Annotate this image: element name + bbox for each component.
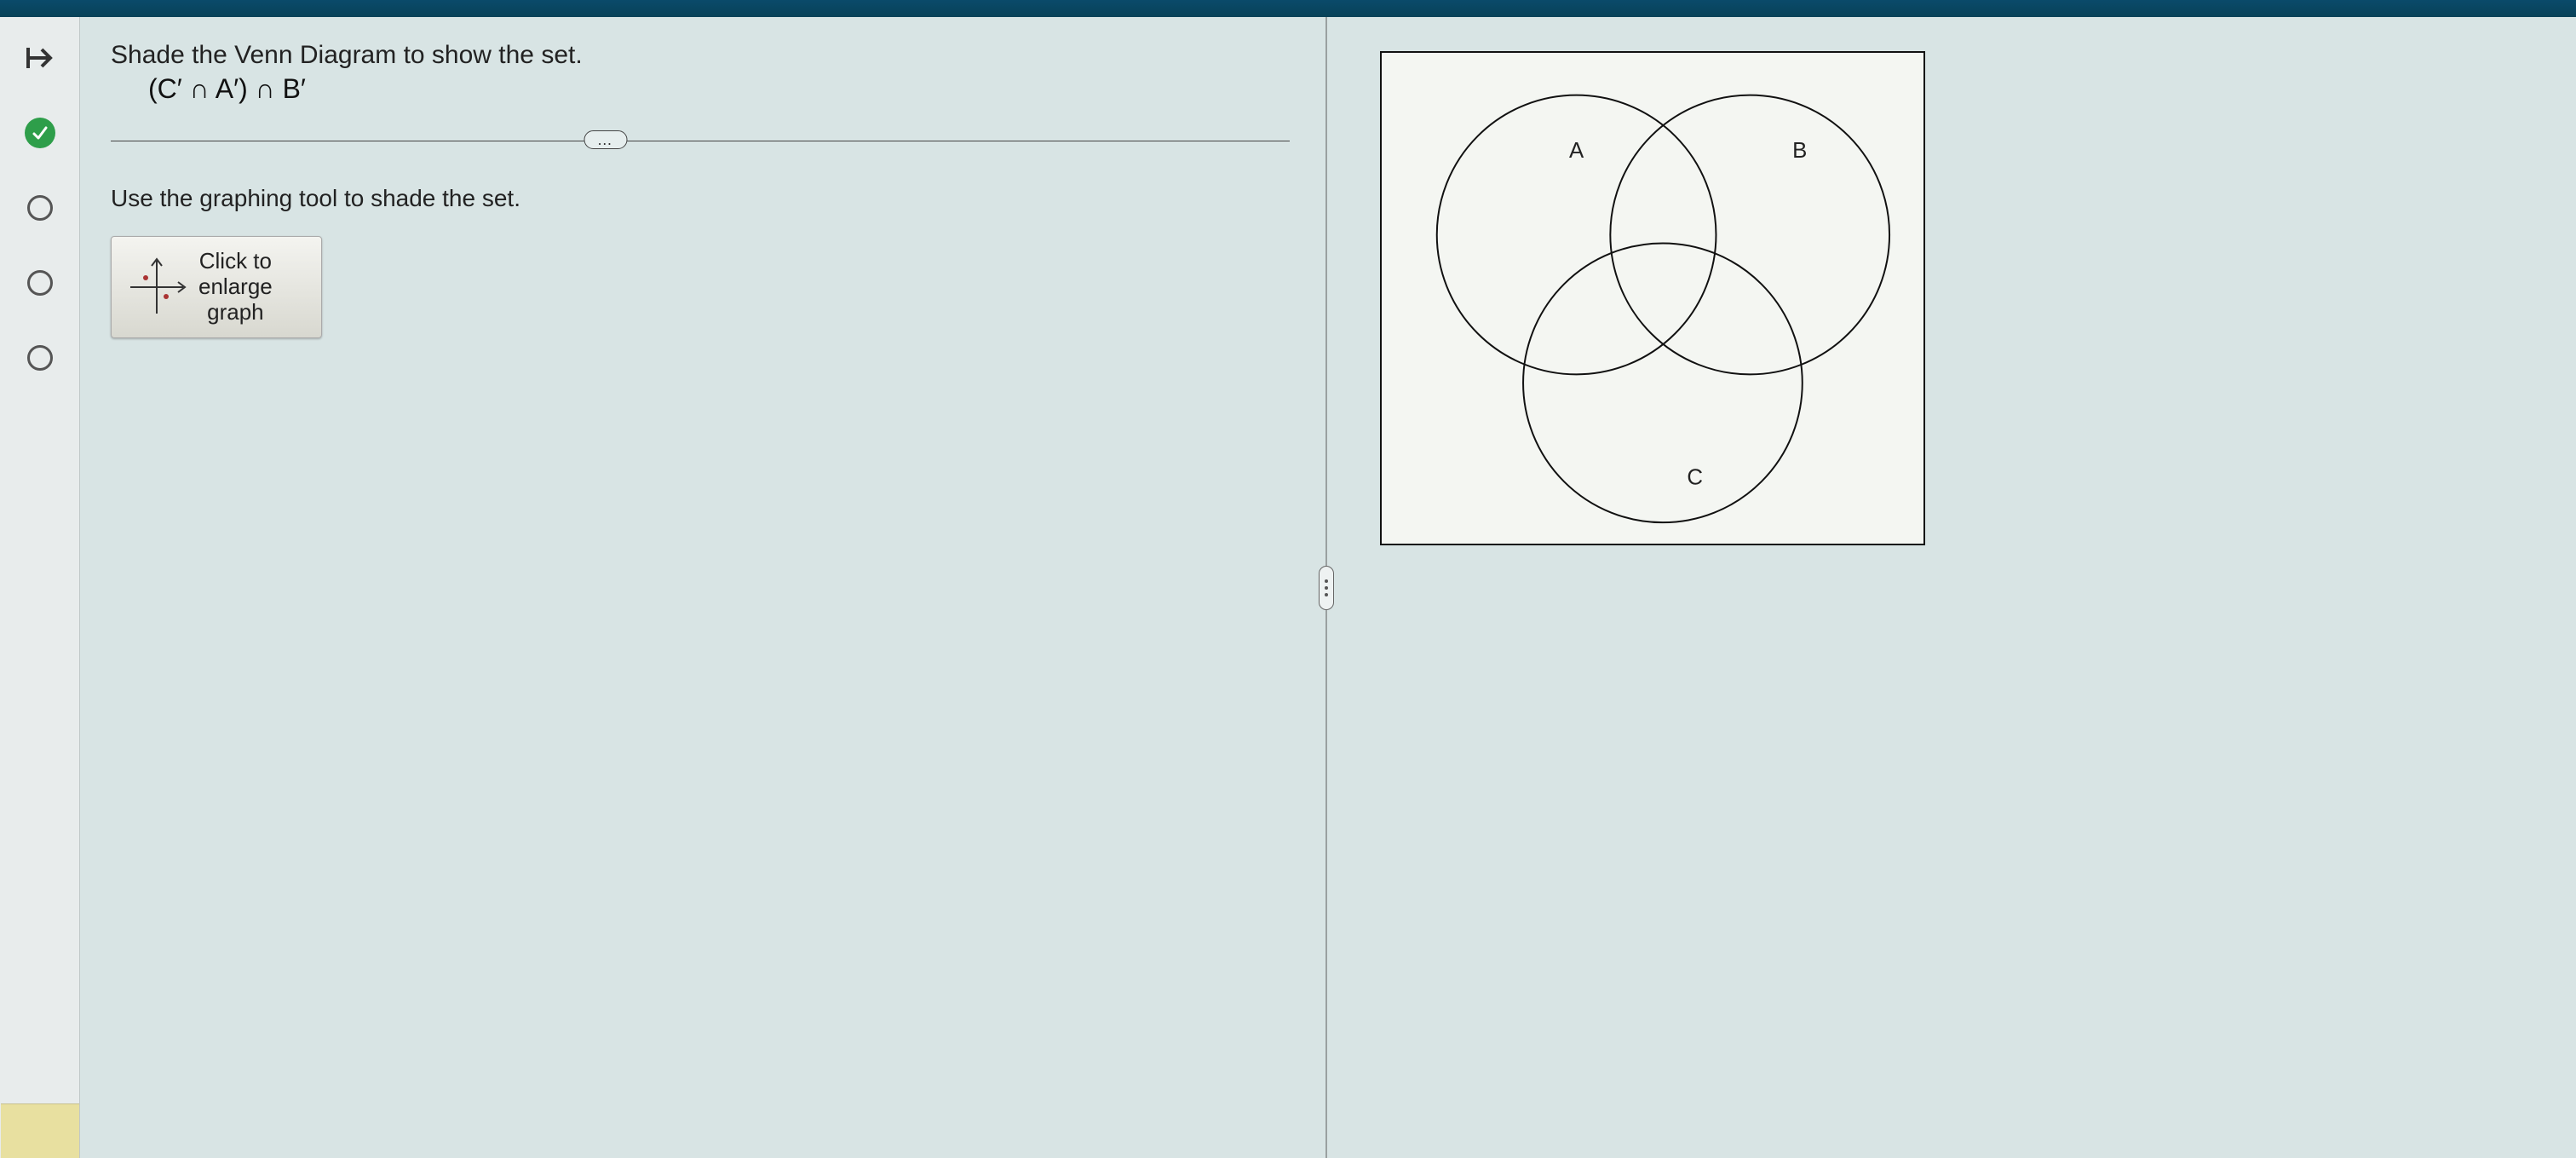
question-sidebar (0, 17, 80, 1158)
enlarge-graph-button[interactable]: Click to enlarge graph (111, 236, 322, 338)
question-radio-1[interactable] (23, 191, 57, 225)
venn-circle-a[interactable] (1437, 95, 1716, 375)
question-status-correct[interactable] (23, 116, 57, 150)
check-icon (25, 118, 55, 148)
question-expression: (C′ ∩ A′) ∩ B′ (148, 73, 1290, 105)
pane-splitter[interactable] (1320, 17, 1332, 1158)
venn-circle-c[interactable] (1523, 243, 1803, 522)
radio-empty-icon (27, 270, 53, 296)
splitter-handle-icon (1319, 566, 1334, 610)
radio-empty-icon (27, 345, 53, 371)
divider-more-button[interactable]: … (584, 130, 628, 149)
enlarge-graph-label: Click to enlarge graph (198, 249, 273, 326)
radio-empty-icon (27, 195, 53, 221)
nav-forward-button[interactable] (23, 41, 57, 75)
venn-label-a: A (1569, 139, 1584, 163)
content-area: Shade the Venn Diagram to show the set. … (80, 17, 2576, 1158)
axes-thumb-icon (124, 254, 190, 320)
enlarge-label-line3: graph (198, 300, 273, 326)
window-top-bar (0, 0, 2576, 17)
venn-circle-b[interactable] (1610, 95, 1889, 375)
arrow-right-icon (23, 41, 57, 75)
enlarge-label-line2: enlarge (198, 274, 273, 300)
question-pane: Shade the Venn Diagram to show the set. … (80, 17, 1320, 1158)
question-instruction: Use the graphing tool to shade the set. (111, 185, 1290, 212)
question-radio-3[interactable] (23, 341, 57, 375)
venn-label-c: C (1687, 465, 1703, 489)
enlarge-label-line1: Click to (198, 249, 273, 274)
question-prompt: Shade the Venn Diagram to show the set. (111, 41, 1290, 70)
venn-label-b: B (1792, 139, 1807, 163)
sidebar-highlight-tab[interactable] (1, 1103, 79, 1158)
section-divider: … (111, 130, 1290, 151)
main-area: Shade the Venn Diagram to show the set. … (0, 17, 2576, 1158)
diagram-pane: A B C (1332, 17, 2576, 1158)
venn-diagram[interactable]: A B C (1380, 51, 1925, 545)
question-radio-2[interactable] (23, 266, 57, 300)
